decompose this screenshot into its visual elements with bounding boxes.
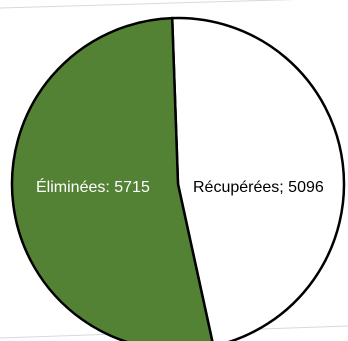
- slice-label-eliminees: Éliminées: 5715: [36, 177, 150, 196]
- pie-labels: Éliminées: 5715 Récupérées; 5096: [36, 177, 324, 196]
- slice-label-recuperees: Récupérées; 5096: [193, 179, 324, 196]
- slice-recuperees: [170, 16, 346, 341]
- pie-slices: [10, 16, 346, 341]
- slice-eliminees: [10, 16, 214, 341]
- frame-line-top: [0, 0, 296, 9]
